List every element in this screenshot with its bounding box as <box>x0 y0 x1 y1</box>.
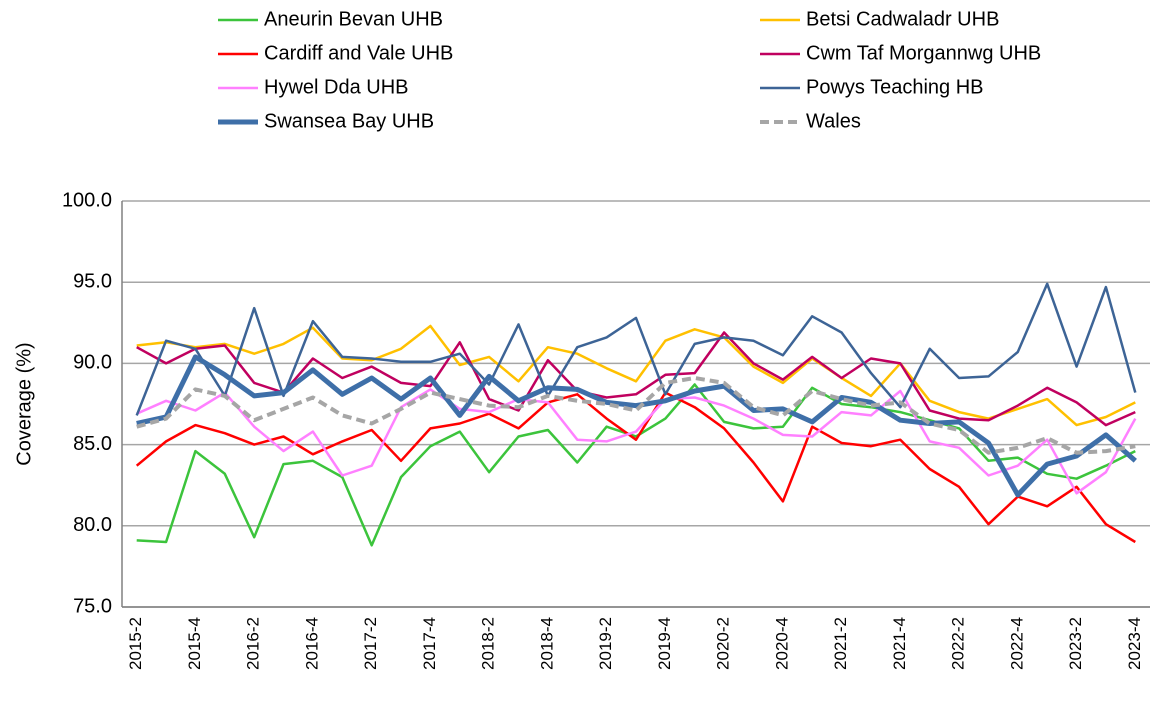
x-tick-label: 2021-4 <box>890 617 909 670</box>
x-tick-label: 2018-2 <box>479 617 498 670</box>
x-tick-label: 2020-4 <box>772 617 791 670</box>
legend-label: Powys Teaching HB <box>806 76 984 98</box>
series-line <box>135 391 1136 544</box>
series-line <box>136 354 1137 498</box>
legend-label: Betsi Cadwaladr UHB <box>806 8 999 30</box>
y-tick-label: 90.0 <box>73 352 112 374</box>
y-tick-label: 95.0 <box>73 270 112 292</box>
x-tick-label: 2022-2 <box>949 617 968 670</box>
x-tick-label: 2023-4 <box>1125 617 1144 670</box>
x-tick-label: 2023-2 <box>1066 617 1085 670</box>
legend-label: Cardiff and Vale UHB <box>264 42 453 64</box>
x-tick-label: 2022-4 <box>1007 617 1026 670</box>
x-tick-label: 2019-4 <box>655 617 674 670</box>
series-line <box>136 331 1136 427</box>
x-tick-label: 2016-2 <box>244 617 263 670</box>
y-axis-label: Coverage (%) <box>13 342 35 465</box>
x-tick-label: 2017-4 <box>420 617 439 670</box>
x-tick-label: 2018-4 <box>537 617 556 670</box>
x-tick-label: 2015-4 <box>185 617 204 670</box>
x-tick-label: 2020-2 <box>714 617 733 670</box>
series-line <box>135 282 1137 416</box>
x-tick-label: 2017-2 <box>361 617 380 670</box>
y-tick-label: 100.0 <box>62 189 112 211</box>
x-tick-label: 2015-2 <box>126 617 145 670</box>
series-line <box>136 324 1136 427</box>
series-line <box>136 383 1136 547</box>
y-tick-label: 75.0 <box>73 595 112 617</box>
legend-label: Aneurin Bevan UHB <box>264 8 443 30</box>
x-tick-label: 2019-2 <box>596 617 615 670</box>
legend-label: Hywel Dda UHB <box>264 76 408 98</box>
x-tick-label: 2016-4 <box>302 617 321 670</box>
legend-label: Wales <box>806 110 861 132</box>
series-line <box>136 388 1137 495</box>
legend-label: Cwm Taf Morgannwg UHB <box>806 42 1041 64</box>
legend-label: Swansea Bay UHB <box>264 110 434 132</box>
x-tick-label: 2021-2 <box>831 617 850 670</box>
y-tick-label: 85.0 <box>73 433 112 455</box>
y-tick-label: 80.0 <box>73 514 112 536</box>
